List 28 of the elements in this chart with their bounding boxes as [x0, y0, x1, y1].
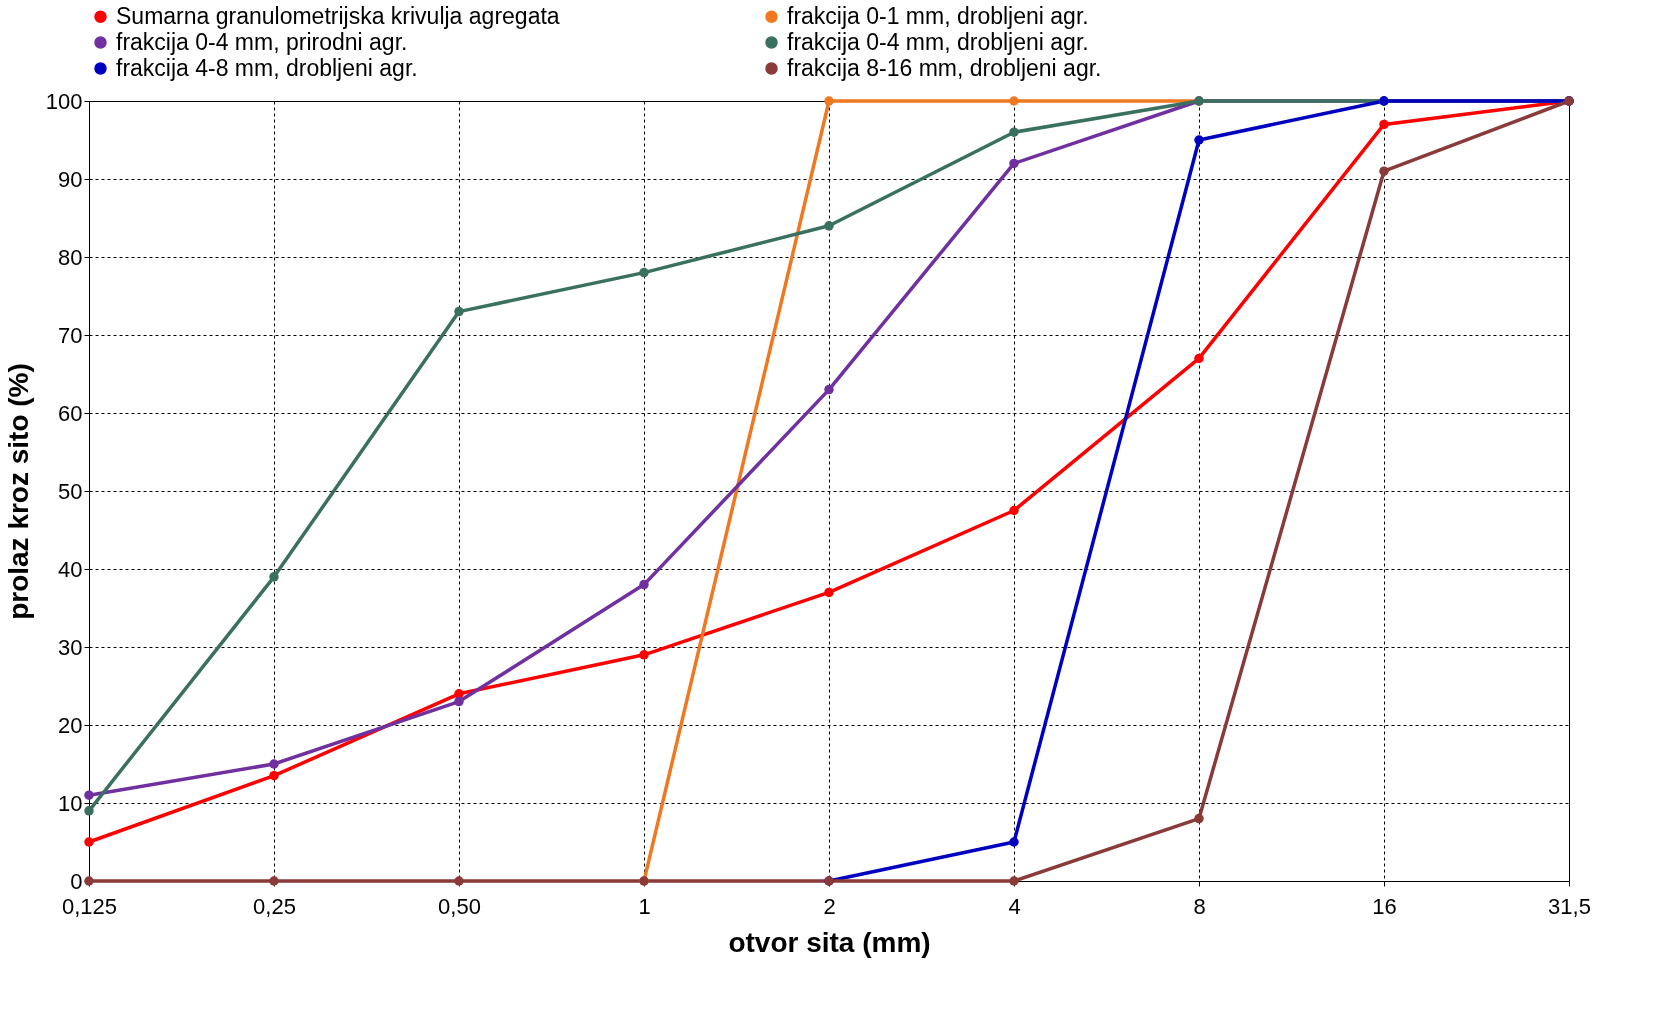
x-tick-label: 31,5 — [1548, 893, 1591, 919]
x-axis-title: otvor sita (mm) — [728, 926, 931, 958]
x-tick-label: 16 — [1372, 893, 1397, 919]
x-tick-label: 0,50 — [438, 893, 481, 919]
y-tick-label: 90 — [58, 166, 83, 192]
y-tick-label: 10 — [58, 790, 83, 816]
y-tick-label: 60 — [58, 400, 83, 426]
y-tick-label: 20 — [58, 712, 83, 738]
y-tick-label: 80 — [58, 244, 83, 270]
x-tick-label: 0,25 — [253, 893, 296, 919]
y-axis-title: prolaz kroz sito (%) — [2, 363, 34, 620]
legend-label: frakcija 4-8 mm, drobljeni agr. — [116, 54, 418, 81]
x-tick-label: 1 — [638, 893, 651, 919]
legend-label: frakcija 0-4 mm, drobljeni agr. — [787, 28, 1089, 55]
legend-label: Sumarna granulometrijska krivulja agregata — [116, 2, 560, 29]
y-tick-label: 70 — [58, 322, 83, 348]
x-tick-label: 4 — [1008, 893, 1021, 919]
y-tick-label: 40 — [58, 556, 83, 582]
y-tick-label: 30 — [58, 634, 83, 660]
x-tick-label: 0,125 — [61, 893, 118, 919]
y-tick-label: 0 — [70, 868, 83, 894]
y-tick-label: 50 — [58, 478, 83, 504]
x-tick-label: 8 — [1193, 893, 1206, 919]
y-tick-label: 100 — [45, 88, 83, 114]
legend-label: frakcija 8-16 mm, drobljeni agr. — [787, 54, 1102, 81]
legend-label: frakcija 0-4 mm, prirodni agr. — [116, 28, 408, 55]
x-tick-label: 2 — [823, 893, 836, 919]
legend-label: frakcija 0-1 mm, drobljeni agr. — [787, 2, 1089, 29]
